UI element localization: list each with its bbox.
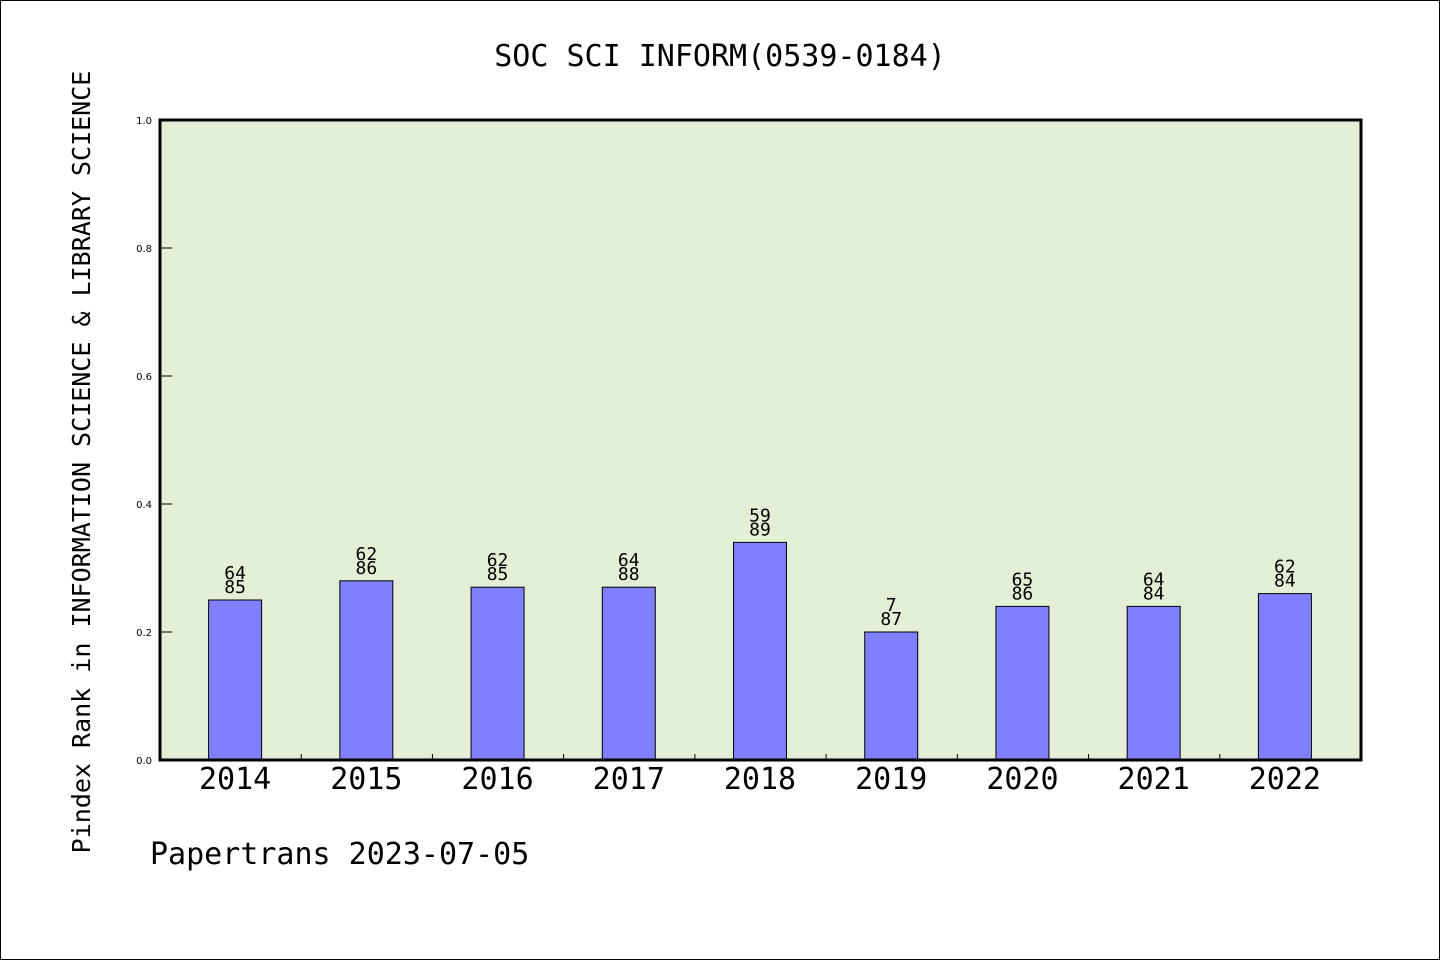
bar-label-bottom: 85 <box>224 577 246 598</box>
bar-label-bottom: 85 <box>487 564 509 585</box>
chart-title: SOC SCI INFORM(0539-0184) <box>494 39 946 74</box>
plot-border <box>158 118 1363 762</box>
bar-label-bottom: 84 <box>1274 571 1296 592</box>
bar-2018 <box>733 541 787 761</box>
x-tick-label: 2017 <box>593 762 665 797</box>
bar-label-top: 7 <box>886 595 897 616</box>
y-tick-label: 0.2 <box>136 628 152 639</box>
bar-2014 <box>208 599 263 761</box>
bar-label-top: 59 <box>749 505 771 526</box>
bar-2021 <box>1126 605 1181 761</box>
x-tick-label: 2014 <box>199 762 271 797</box>
bar-label-bottom: 87 <box>880 609 902 630</box>
bar-label-bottom: 89 <box>749 519 771 540</box>
x-axis-labels: 2014 2015 2016 2017 2018 2019 2020 2021 2022 <box>199 762 1321 797</box>
bar-label-bottom: 86 <box>355 558 377 579</box>
y-axis-label: Pindex Rank in INFORMATION SCIENCE & LIB… <box>67 71 96 854</box>
bars-group <box>208 541 1312 761</box>
bar-2016 <box>470 586 525 761</box>
bar-label-top: 64 <box>224 563 246 584</box>
y-tick-label: 0.6 <box>136 372 152 383</box>
x-tick-label: 2018 <box>724 762 796 797</box>
x-tick-label: 2019 <box>855 762 927 797</box>
bar-label-top: 65 <box>1012 569 1034 590</box>
bar-label-bottom: 84 <box>1143 583 1165 604</box>
bar-label-top: 64 <box>1143 569 1165 590</box>
bar-2022 <box>1257 593 1312 761</box>
x-tick-label: 2016 <box>461 762 533 797</box>
bar-label-top: 62 <box>1274 557 1296 578</box>
y-tick-label: 0.4 <box>136 500 152 511</box>
x-tick-label: 2022 <box>1249 762 1321 797</box>
x-tick-label: 2020 <box>986 762 1058 797</box>
bar-label-bottom: 86 <box>1012 583 1034 604</box>
bar-2017 <box>601 586 656 761</box>
bar-label-bottom: 88 <box>618 564 640 585</box>
bar-2020 <box>995 605 1050 761</box>
x-tick-label: 2015 <box>330 762 402 797</box>
bar-label-top: 62 <box>355 544 377 565</box>
y-axis-ticks: 0.0 0.2 0.4 0.6 0.8 1.0 <box>136 116 172 767</box>
x-tick-label: 2021 <box>1118 762 1190 797</box>
y-tick-label: 0.8 <box>136 244 152 255</box>
y-tick-label: 1.0 <box>136 116 152 127</box>
bar-2015 <box>339 580 394 761</box>
y-tick-label: 0.0 <box>136 756 152 767</box>
footer-credit: Papertrans 2023-07-05 <box>150 837 529 872</box>
bar-label-top: 64 <box>618 550 640 571</box>
bar-2019 <box>864 631 919 761</box>
bar-label-top: 62 <box>487 550 509 571</box>
